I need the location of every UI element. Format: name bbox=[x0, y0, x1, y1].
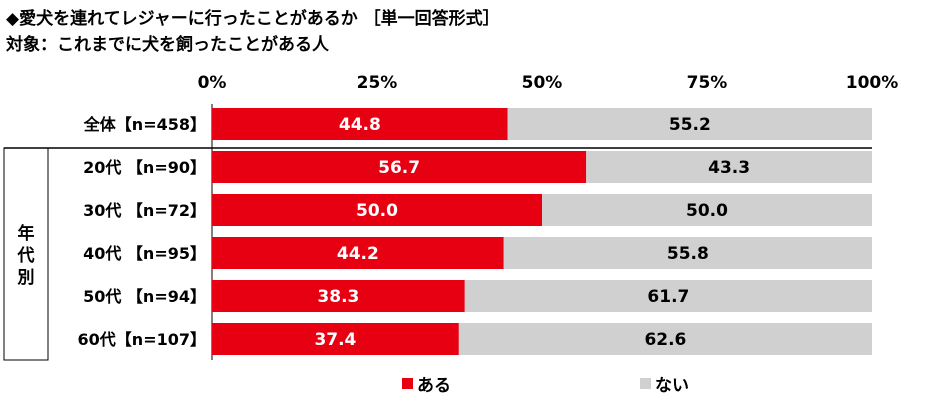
group-label-char: 年 bbox=[18, 223, 35, 244]
chart-title: ◆愛犬を連れてレジャーに行ったことがあるか ［単一回答形式］ bbox=[6, 9, 500, 29]
data-label-nai: 61.7 bbox=[647, 287, 689, 307]
legend-swatch-nai bbox=[640, 378, 651, 389]
bar-nai bbox=[503, 237, 872, 269]
bar-nai bbox=[586, 151, 872, 183]
x-tick-label: 25% bbox=[357, 73, 398, 93]
category-label: 20代 【n=90】 bbox=[83, 158, 206, 177]
bar-nai bbox=[542, 194, 872, 226]
group-label-char: 別 bbox=[17, 268, 35, 288]
bar-aru bbox=[212, 237, 504, 269]
category-label: 30代 【n=72】 bbox=[83, 201, 206, 220]
x-tick-label: 50% bbox=[522, 73, 563, 93]
bar-nai bbox=[464, 280, 872, 312]
bar-aru bbox=[212, 280, 465, 312]
bar-aru bbox=[212, 194, 542, 226]
data-label-aru: 50.0 bbox=[356, 201, 398, 221]
chart-subtitle: 対象：これまでに犬を飼ったことがある人 bbox=[6, 35, 329, 55]
bar-aru bbox=[212, 323, 459, 355]
x-tick-label: 0% bbox=[198, 73, 227, 93]
data-label-aru: 38.3 bbox=[317, 287, 359, 307]
category-label: 60代【n=107】 bbox=[78, 330, 206, 349]
group-box bbox=[3, 147, 49, 361]
category-label: 40代 【n=95】 bbox=[83, 244, 206, 263]
data-label-nai: 55.8 bbox=[667, 244, 709, 264]
legend-item-aru: ある bbox=[402, 371, 451, 396]
data-label-aru: 56.7 bbox=[378, 158, 420, 178]
legend-label-nai: ない bbox=[655, 376, 689, 396]
x-tick-label: 75% bbox=[687, 73, 728, 93]
bar-nai bbox=[458, 323, 872, 355]
data-label-nai: 50.0 bbox=[686, 201, 728, 221]
bar-aru bbox=[212, 151, 587, 183]
bar-aru bbox=[212, 108, 508, 140]
data-label-aru: 44.2 bbox=[337, 244, 379, 264]
data-label-aru: 44.8 bbox=[339, 115, 381, 135]
legend-swatch-aru bbox=[402, 378, 413, 389]
category-label: 50代 【n=94】 bbox=[83, 287, 206, 306]
bar-nai bbox=[507, 108, 872, 140]
data-label-nai: 62.6 bbox=[644, 330, 686, 350]
group-label-char: 代 bbox=[17, 245, 35, 266]
category-label: 全体【n=458】 bbox=[83, 115, 206, 134]
x-tick-label: 100% bbox=[846, 73, 899, 93]
data-label-aru: 37.4 bbox=[314, 330, 356, 350]
legend-item-nai: ない bbox=[640, 371, 689, 396]
data-label-nai: 55.2 bbox=[669, 115, 711, 135]
data-label-nai: 43.3 bbox=[708, 158, 750, 178]
legend-label-aru: ある bbox=[417, 376, 451, 396]
